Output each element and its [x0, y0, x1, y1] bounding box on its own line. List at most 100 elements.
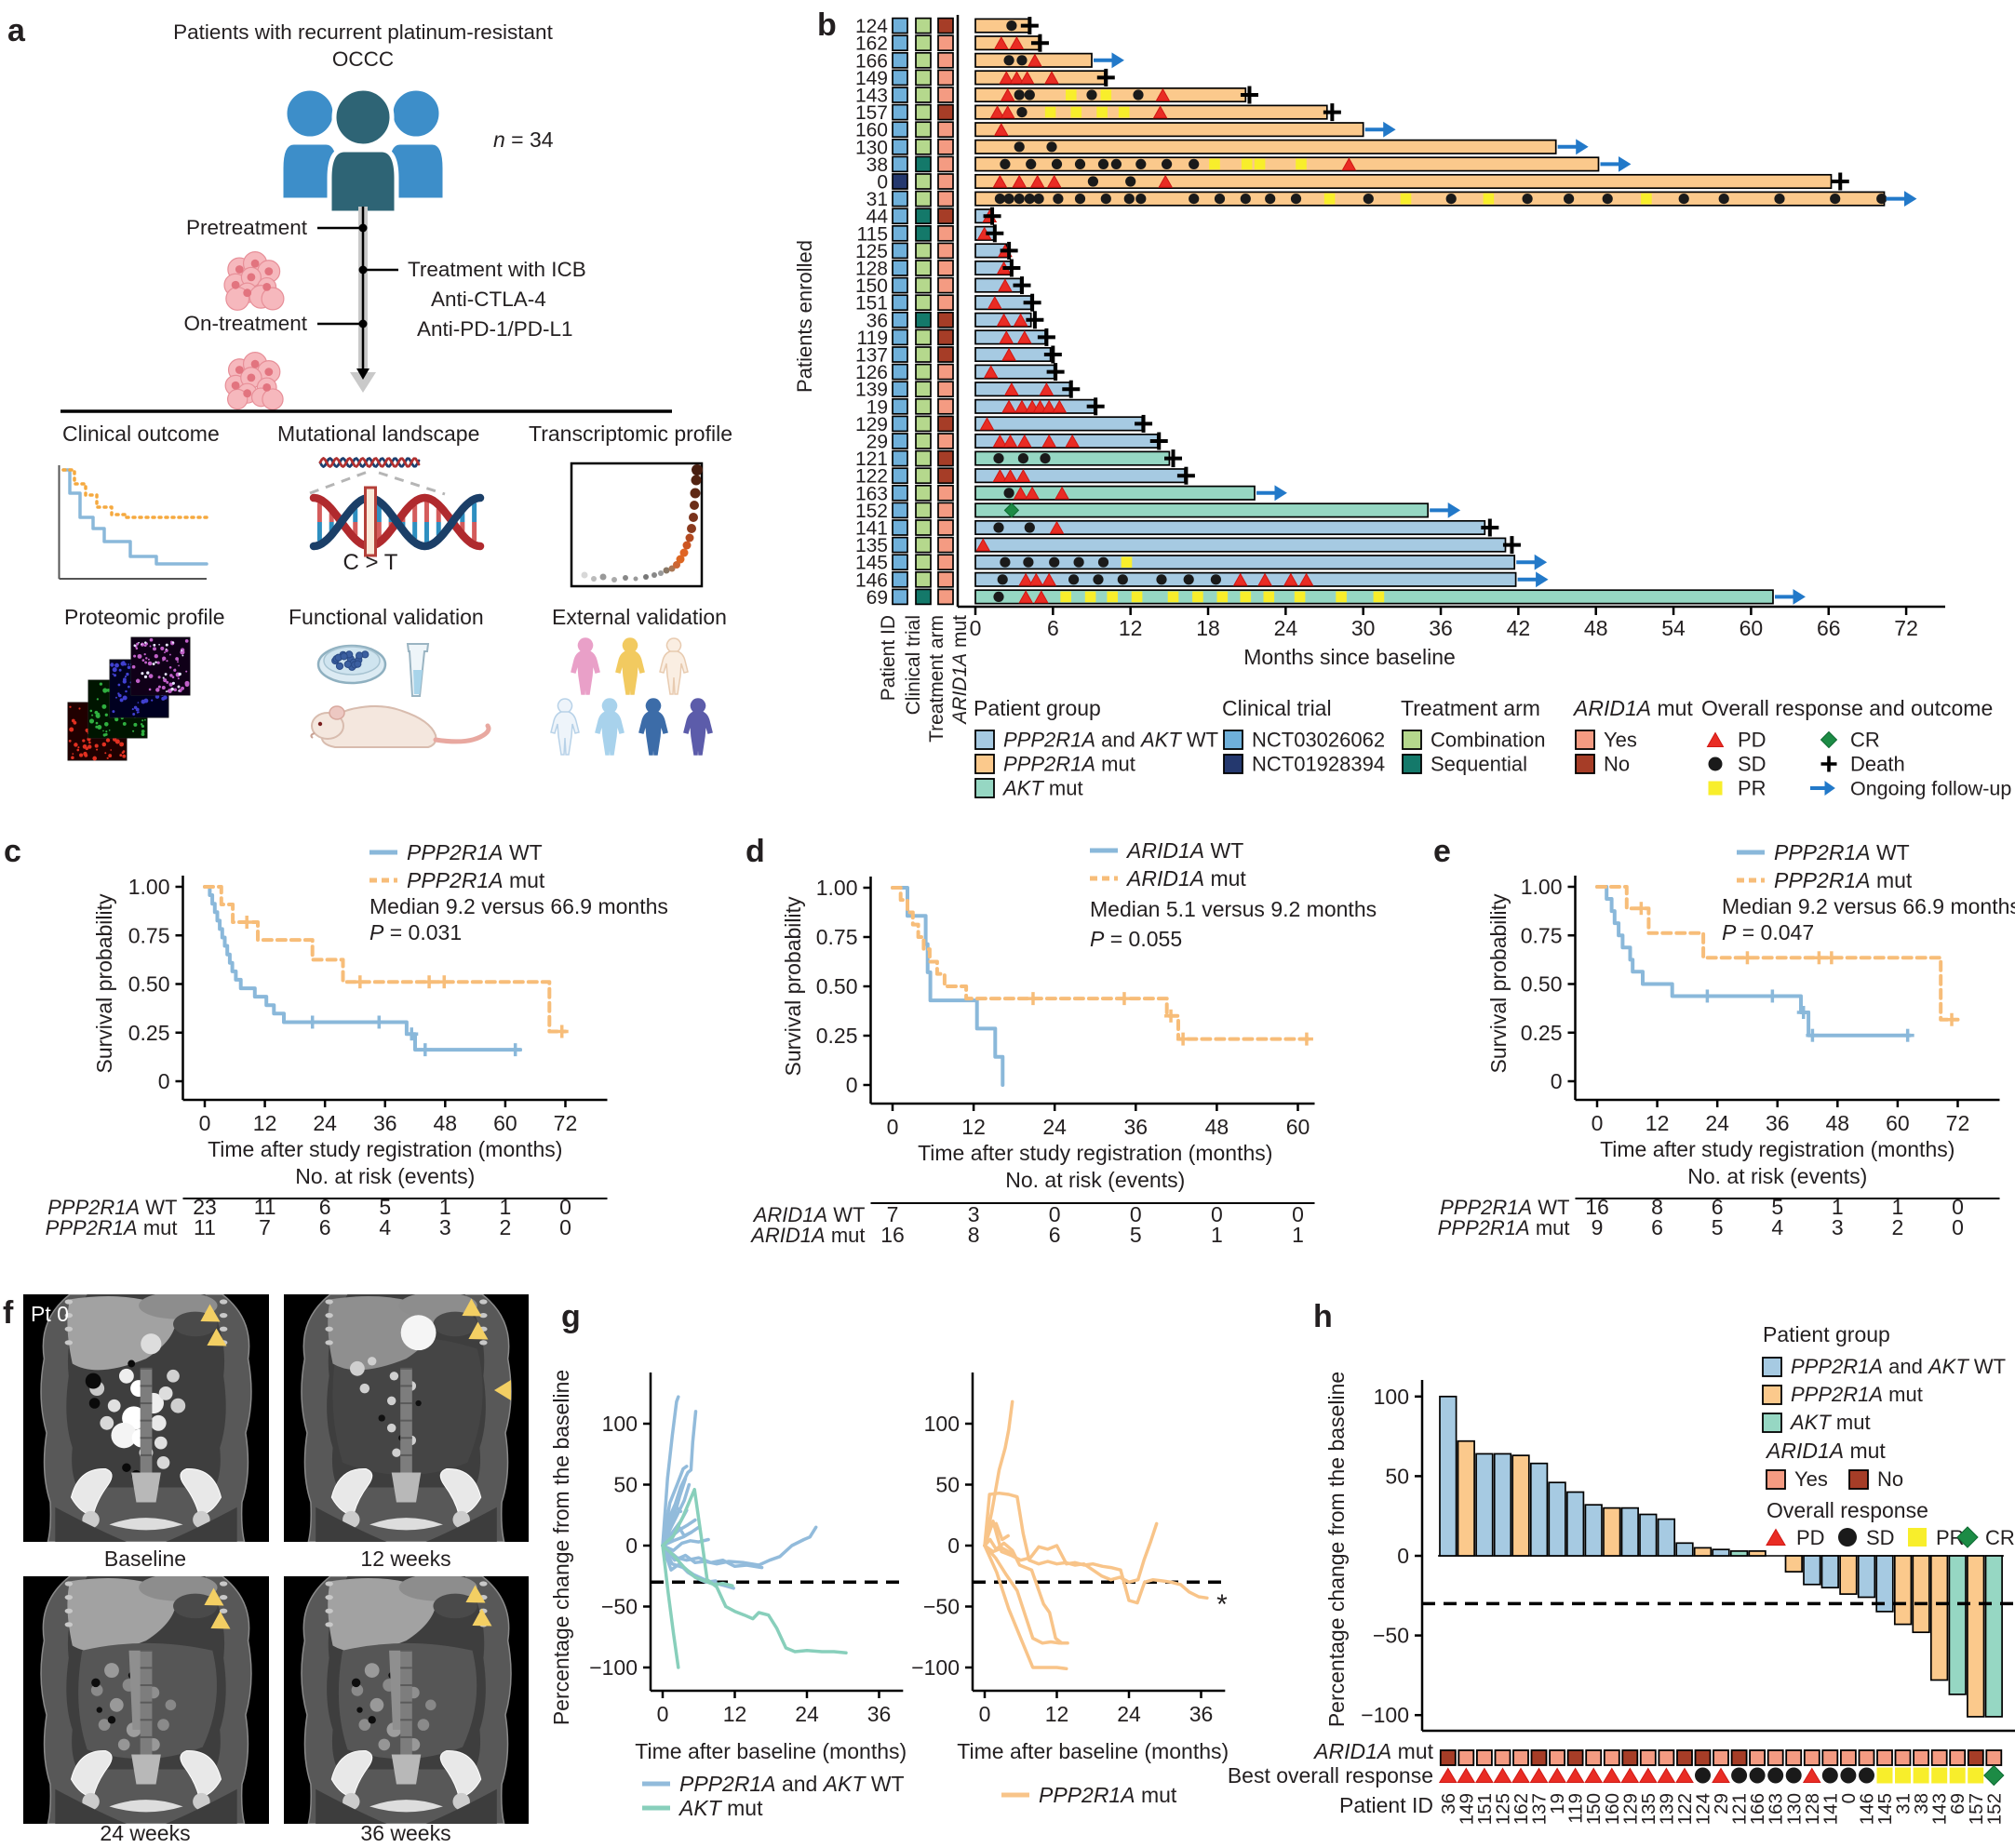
svg-text:0: 0 [970, 616, 982, 640]
svg-text:0: 0 [887, 1115, 899, 1139]
svg-text:0.75: 0.75 [1521, 923, 1563, 947]
svg-text:Percentage change from the bas: Percentage change from the baseline [1324, 1372, 1349, 1727]
svg-text:Time after baseline (months): Time after baseline (months) [957, 1739, 1229, 1763]
svg-text:0: 0 [559, 1215, 571, 1239]
svg-text:Best overall response: Best overall response [1228, 1763, 1433, 1788]
svg-text:OCCC: OCCC [332, 47, 394, 71]
svg-text:Anti-CTLA-4: Anti-CTLA-4 [431, 288, 546, 311]
svg-text:3: 3 [439, 1215, 451, 1239]
svg-text:16: 16 [880, 1223, 905, 1247]
svg-text:152: 152 [1983, 1793, 2005, 1825]
svg-text:1: 1 [439, 1195, 451, 1219]
svg-text:119: 119 [1565, 1793, 1587, 1824]
svg-text:ARID1A mut: ARID1A mut [1312, 1739, 1433, 1763]
svg-text:24: 24 [313, 1111, 337, 1135]
svg-text:Months since baseline: Months since baseline [1243, 645, 1456, 669]
svg-text:69: 69 [866, 587, 888, 609]
svg-text:Time after study registration: Time after study registration (months) [918, 1141, 1272, 1165]
svg-text:C > T: C > T [343, 550, 398, 575]
svg-text:0: 0 [846, 1073, 858, 1097]
svg-text:Functional validation: Functional validation [289, 605, 484, 629]
svg-text:Median 9.2 versus 66.9 months: Median 9.2 versus 66.9 months [369, 894, 668, 918]
svg-text:69: 69 [1947, 1793, 1968, 1815]
svg-text:139: 139 [1656, 1793, 1677, 1825]
svg-text:6: 6 [319, 1215, 331, 1239]
svg-text:No: No [1604, 753, 1630, 776]
svg-text:149: 149 [1456, 1793, 1477, 1825]
svg-text:0: 0 [1838, 1793, 1860, 1803]
svg-text:Clinical trial: Clinical trial [1222, 696, 1332, 720]
svg-text:0: 0 [158, 1069, 170, 1093]
svg-text:72: 72 [1946, 1111, 1970, 1135]
svg-text:0: 0 [1211, 1202, 1223, 1226]
svg-text:Mutational landscape: Mutational landscape [277, 422, 479, 446]
svg-text:146: 146 [1856, 1793, 1877, 1825]
svg-text:0: 0 [199, 1111, 211, 1135]
svg-text:60: 60 [493, 1111, 517, 1135]
svg-text:42: 42 [1507, 616, 1531, 640]
svg-text:124: 124 [855, 16, 888, 37]
svg-text:PPP2R1A mut: PPP2R1A mut [46, 1216, 178, 1239]
svg-text:12: 12 [253, 1111, 277, 1135]
svg-text:24: 24 [1274, 616, 1298, 640]
svg-text:Overall response and outcome: Overall response and outcome [1701, 696, 1993, 720]
svg-text:141: 141 [855, 518, 888, 540]
svg-text:162: 162 [1511, 1793, 1532, 1825]
svg-text:3: 3 [1832, 1215, 1844, 1239]
svg-text:Pretreatment: Pretreatment [186, 216, 308, 239]
svg-text:h: h [1313, 1299, 1333, 1334]
svg-text:124: 124 [1693, 1793, 1714, 1825]
svg-text:36: 36 [1429, 616, 1453, 640]
svg-text:130: 130 [855, 137, 888, 158]
svg-text:0.75: 0.75 [128, 923, 170, 947]
svg-text:SD: SD [1738, 753, 1766, 776]
svg-text:19: 19 [1547, 1793, 1568, 1815]
svg-text:4: 4 [379, 1215, 391, 1239]
svg-text:23: 23 [193, 1195, 217, 1219]
svg-text:146: 146 [855, 569, 888, 591]
svg-text:Patients enrolled: Patients enrolled [793, 240, 816, 393]
svg-text:Treatment with ICB: Treatment with ICB [408, 258, 586, 281]
svg-text:ARID1A mut: ARID1A mut [749, 1224, 865, 1247]
svg-text:126: 126 [855, 362, 888, 383]
svg-text:36 weeks: 36 weeks [360, 1821, 450, 1843]
svg-text:31: 31 [866, 189, 888, 210]
svg-text:145: 145 [855, 553, 888, 574]
svg-text:1: 1 [1211, 1223, 1223, 1247]
svg-text:Time after study registration: Time after study registration (months) [208, 1137, 562, 1161]
svg-text:6: 6 [1651, 1215, 1663, 1239]
svg-text:Patient ID: Patient ID [1339, 1793, 1433, 1817]
svg-text:24: 24 [1042, 1115, 1067, 1139]
svg-text:38: 38 [1911, 1793, 1932, 1815]
svg-text:24: 24 [1117, 1702, 1141, 1726]
svg-text:1.00: 1.00 [816, 876, 858, 900]
svg-text:1: 1 [500, 1195, 512, 1219]
svg-text:No. at risk (events): No. at risk (events) [1687, 1164, 1867, 1188]
svg-text:Sequential: Sequential [1431, 753, 1527, 776]
svg-text:7: 7 [887, 1202, 899, 1226]
svg-text:0: 0 [1952, 1215, 1964, 1239]
svg-text:48: 48 [434, 1111, 458, 1135]
svg-text:163: 163 [1766, 1793, 1787, 1825]
svg-text:ARID1A WT: ARID1A WT [1125, 838, 1243, 863]
svg-text:160: 160 [1602, 1793, 1623, 1825]
svg-text:11: 11 [194, 1215, 216, 1239]
svg-text:0: 0 [1292, 1202, 1304, 1226]
svg-text:Overall response: Overall response [1766, 1498, 1928, 1522]
svg-text:121: 121 [1729, 1793, 1751, 1825]
svg-text:72: 72 [554, 1111, 578, 1135]
svg-text:SD: SD [1866, 1526, 1895, 1549]
svg-text:Patients with recurrent platin: Patients with recurrent platinum-resista… [173, 20, 553, 44]
svg-text:130: 130 [1783, 1793, 1805, 1825]
svg-text:100: 100 [1374, 1385, 1409, 1409]
svg-text:PD: PD [1796, 1526, 1825, 1549]
svg-text:Clinical outcome: Clinical outcome [62, 422, 220, 446]
svg-text:12: 12 [1119, 616, 1143, 640]
svg-text:PPP2R1A WT: PPP2R1A WT [1774, 840, 1910, 864]
svg-text:PPP2R1A mut: PPP2R1A mut [407, 868, 545, 892]
svg-text:Patient group: Patient group [1763, 1322, 1890, 1346]
svg-text:a: a [7, 13, 26, 48]
svg-text:137: 137 [1529, 1793, 1551, 1825]
svg-text:9: 9 [1592, 1215, 1604, 1239]
svg-text:24: 24 [795, 1702, 819, 1726]
